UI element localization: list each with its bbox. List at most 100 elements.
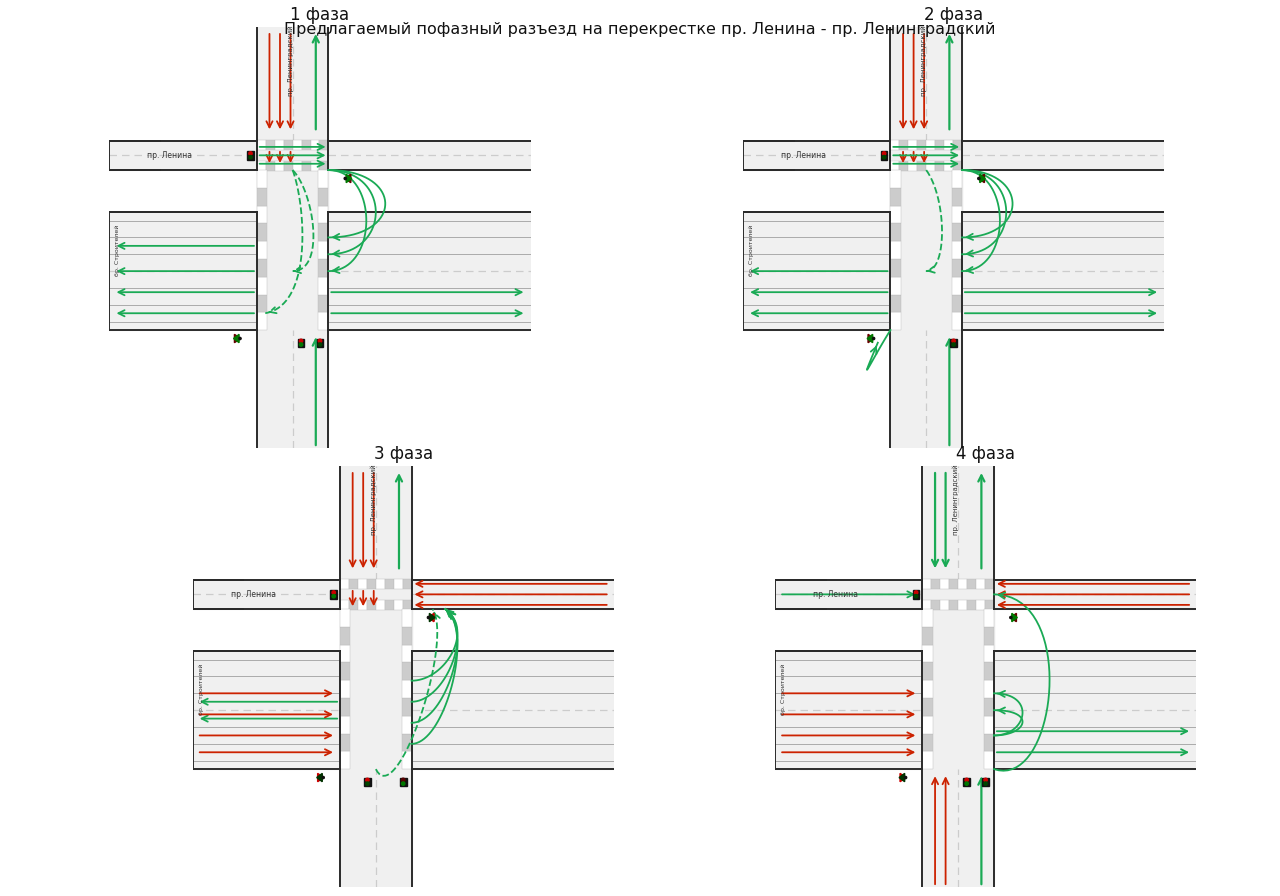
Bar bbox=[275, 160, 284, 171]
Circle shape bbox=[965, 779, 969, 781]
Bar bbox=[340, 599, 349, 610]
Bar bbox=[340, 716, 351, 734]
Bar bbox=[986, 599, 995, 610]
Bar bbox=[302, 160, 311, 171]
Circle shape bbox=[300, 343, 303, 346]
Bar bbox=[257, 241, 268, 259]
Bar bbox=[968, 599, 977, 610]
Bar bbox=[995, 580, 1197, 609]
Text: пр. Ленина: пр. Ленина bbox=[781, 151, 826, 159]
Bar bbox=[275, 140, 284, 150]
Bar bbox=[964, 778, 970, 786]
Text: бр. Строителей: бр. Строителей bbox=[198, 663, 204, 715]
Bar bbox=[358, 579, 367, 589]
Bar bbox=[402, 716, 412, 734]
Bar bbox=[742, 141, 891, 170]
Bar bbox=[984, 662, 995, 680]
Circle shape bbox=[300, 340, 303, 342]
Circle shape bbox=[344, 177, 347, 179]
Bar bbox=[984, 627, 995, 644]
Bar bbox=[977, 599, 986, 610]
Bar bbox=[257, 259, 268, 277]
Bar bbox=[257, 170, 268, 188]
Bar bbox=[923, 644, 933, 662]
Bar bbox=[952, 223, 963, 241]
Circle shape bbox=[319, 343, 321, 346]
Bar bbox=[963, 212, 1165, 330]
Bar bbox=[257, 141, 329, 330]
Circle shape bbox=[914, 590, 918, 594]
Bar bbox=[329, 141, 530, 170]
Bar bbox=[891, 223, 901, 241]
Title: 2 фаза: 2 фаза bbox=[924, 6, 983, 24]
Bar bbox=[319, 188, 329, 205]
Bar bbox=[340, 680, 351, 698]
Bar bbox=[923, 580, 995, 769]
Circle shape bbox=[332, 595, 335, 598]
Bar bbox=[358, 599, 367, 610]
Bar bbox=[302, 140, 311, 150]
Circle shape bbox=[366, 782, 369, 785]
Polygon shape bbox=[867, 334, 873, 342]
Bar bbox=[402, 609, 412, 627]
Bar bbox=[891, 205, 901, 223]
Circle shape bbox=[332, 590, 335, 594]
Bar bbox=[412, 580, 614, 609]
Bar bbox=[311, 140, 320, 150]
Bar bbox=[923, 734, 933, 752]
Bar bbox=[192, 651, 340, 769]
Bar bbox=[982, 778, 989, 786]
Bar bbox=[257, 160, 266, 171]
Bar bbox=[954, 140, 963, 150]
Bar bbox=[923, 698, 933, 716]
Bar bbox=[394, 579, 403, 589]
Bar bbox=[984, 716, 995, 734]
Circle shape bbox=[905, 777, 906, 779]
Bar bbox=[403, 599, 412, 610]
Bar bbox=[945, 160, 954, 171]
Bar bbox=[954, 160, 963, 171]
Bar bbox=[952, 277, 963, 295]
Bar bbox=[394, 599, 403, 610]
Bar bbox=[319, 277, 329, 295]
Bar bbox=[340, 579, 349, 589]
Bar bbox=[257, 27, 329, 448]
Circle shape bbox=[239, 338, 241, 340]
Bar bbox=[319, 170, 329, 188]
Bar bbox=[319, 313, 329, 330]
Bar bbox=[891, 170, 901, 188]
Bar bbox=[936, 140, 945, 150]
Bar bbox=[403, 579, 412, 589]
Bar bbox=[918, 160, 927, 171]
Bar bbox=[909, 160, 918, 171]
Bar bbox=[936, 160, 945, 171]
Bar bbox=[319, 241, 329, 259]
Bar bbox=[402, 662, 412, 680]
Bar bbox=[881, 151, 887, 159]
Bar bbox=[385, 579, 394, 589]
Text: пр. Ленинградский: пр. Ленинградский bbox=[287, 25, 294, 96]
Circle shape bbox=[914, 595, 918, 598]
Bar bbox=[349, 579, 358, 589]
Polygon shape bbox=[979, 175, 986, 183]
Bar bbox=[316, 339, 324, 347]
Polygon shape bbox=[1011, 614, 1018, 622]
Circle shape bbox=[1010, 616, 1012, 618]
Bar bbox=[891, 295, 901, 313]
Bar bbox=[950, 599, 959, 610]
Bar bbox=[319, 223, 329, 241]
Bar bbox=[399, 778, 407, 786]
Circle shape bbox=[319, 340, 321, 342]
Bar bbox=[963, 141, 1165, 170]
Bar bbox=[952, 259, 963, 277]
Bar bbox=[402, 680, 412, 698]
Bar bbox=[950, 339, 957, 347]
Polygon shape bbox=[899, 773, 905, 781]
Circle shape bbox=[978, 177, 980, 179]
Bar bbox=[320, 140, 329, 150]
Bar bbox=[402, 627, 412, 644]
Bar bbox=[293, 140, 302, 150]
Bar bbox=[891, 313, 901, 330]
Bar bbox=[284, 160, 293, 171]
Bar bbox=[742, 212, 891, 330]
